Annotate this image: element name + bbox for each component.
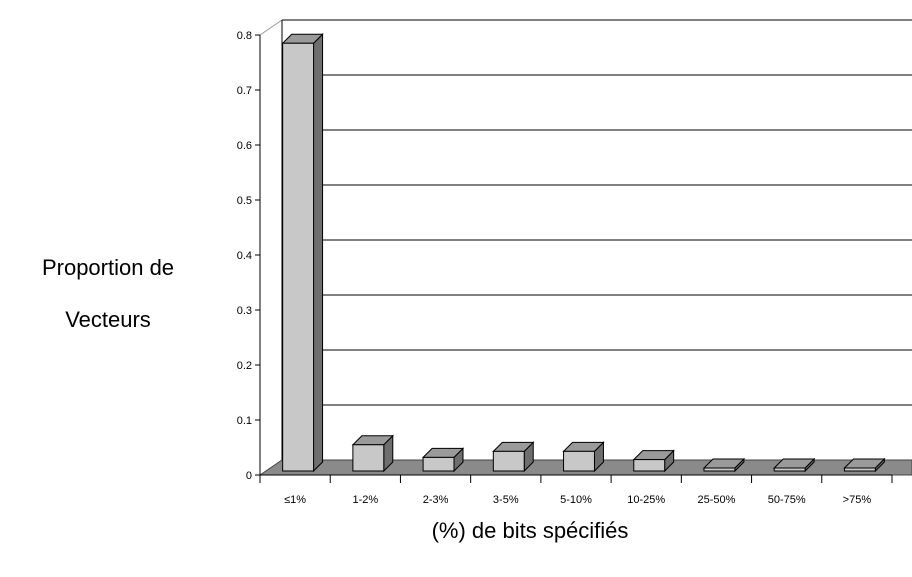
bar bbox=[492, 450, 525, 472]
y-tick-label: 0.8 bbox=[237, 30, 252, 42]
x-axis-label: (%) de bits spécifiés bbox=[431, 518, 629, 543]
x-tick-label: 2-3% bbox=[423, 494, 449, 506]
y-tick-label: 0 bbox=[246, 470, 252, 482]
x-tick-label: >75% bbox=[843, 494, 872, 506]
x-tick-label: 10-25% bbox=[627, 494, 665, 506]
y-tick-label: 0.3 bbox=[237, 305, 252, 317]
axis-top-depth-edge bbox=[259, 19, 283, 36]
y-tick-label: 0.2 bbox=[237, 360, 252, 372]
bar-side bbox=[313, 33, 324, 473]
y-tick-label: 0.1 bbox=[237, 415, 252, 427]
bar bbox=[633, 459, 666, 472]
bar bbox=[563, 450, 595, 472]
bar bbox=[703, 467, 736, 472]
y-axis-label-line-1: Proportion de bbox=[41, 255, 175, 280]
y-tick-label: 0.6 bbox=[237, 140, 252, 152]
x-tick-label: ≤1% bbox=[284, 494, 306, 506]
y-tick-label: 0.7 bbox=[237, 85, 252, 97]
bar bbox=[352, 444, 385, 472]
x-tick-label: 3-5% bbox=[493, 494, 519, 506]
bar bbox=[773, 467, 806, 472]
bar bbox=[422, 456, 455, 472]
bar bbox=[843, 467, 876, 472]
y-tick-label: 0.4 bbox=[237, 250, 252, 262]
x-tick-label: 1-2% bbox=[352, 494, 378, 506]
y-tick-label: 0.5 bbox=[237, 195, 252, 207]
y-axis-label-line-2: Vecteurs bbox=[65, 307, 151, 332]
bar bbox=[282, 42, 315, 472]
x-tick-label: 50-75% bbox=[768, 494, 806, 506]
x-tick-label: 5-10% bbox=[560, 494, 592, 506]
x-tick-label: 25-50% bbox=[697, 494, 735, 506]
